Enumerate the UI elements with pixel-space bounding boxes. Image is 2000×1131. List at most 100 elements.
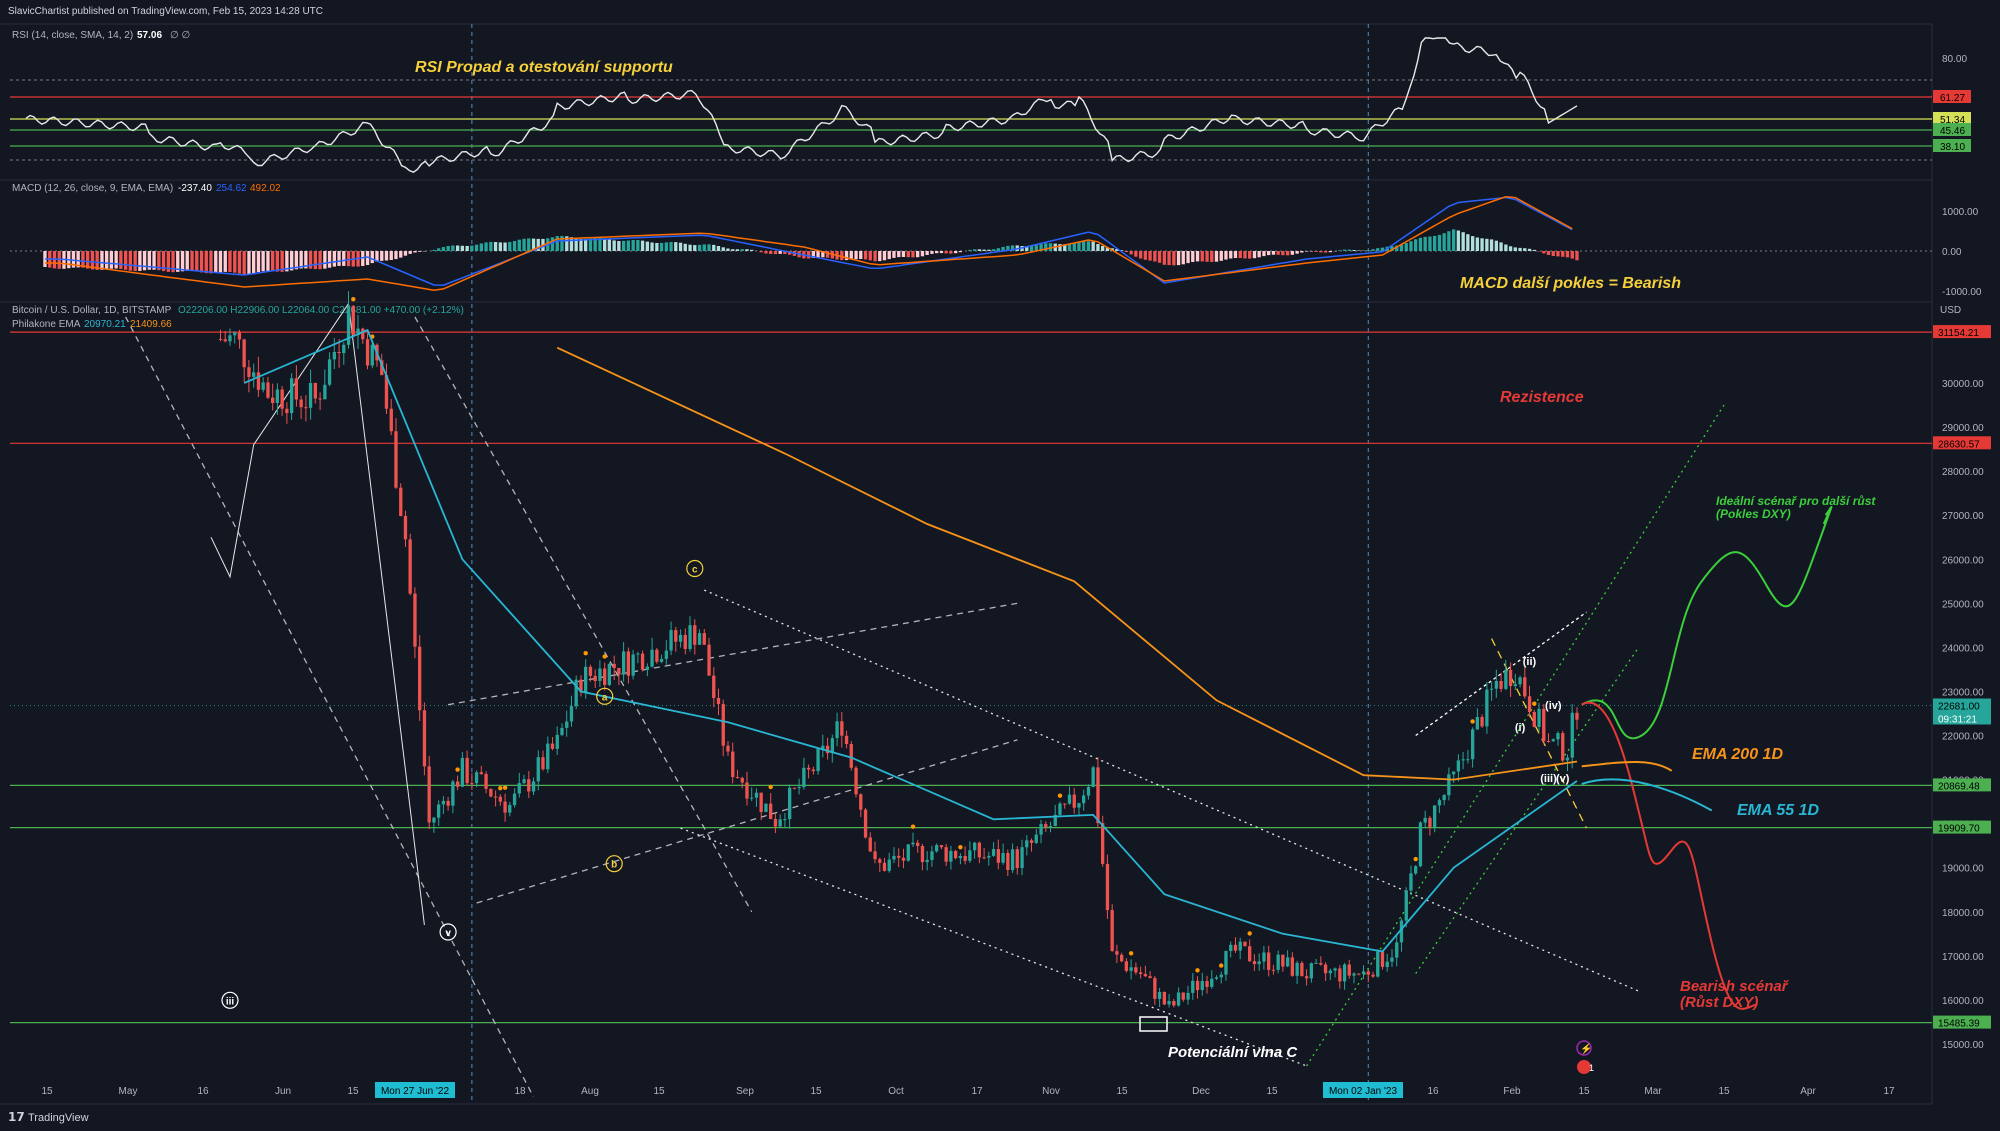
- macd-histogram-bar: [750, 249, 754, 251]
- macd-histogram-bar: [1096, 244, 1100, 251]
- macd-histogram-bar: [1489, 239, 1494, 251]
- candle-body: [460, 757, 465, 787]
- macd-histogram-bar: [403, 251, 408, 256]
- bearish-scenario-line1: Bearish scénař: [1680, 978, 1790, 995]
- macd-histogram-bar: [882, 251, 887, 261]
- flag-event-icon[interactable]: [1577, 1060, 1591, 1074]
- macd-histogram-bar: [1162, 251, 1167, 265]
- candle-body: [275, 389, 280, 403]
- candle-body: [1219, 974, 1223, 978]
- signal-dot: [958, 845, 963, 850]
- macd-histogram-bar: [944, 251, 948, 254]
- ema55-projection: [1581, 778, 1713, 812]
- macd-histogram-bar: [764, 251, 768, 254]
- candle-body: [697, 633, 702, 645]
- candle-body: [1281, 954, 1285, 967]
- wave-label-circle: [439, 923, 457, 941]
- candle-body: [655, 649, 659, 662]
- candle-body: [1314, 962, 1318, 964]
- macd-histogram-bar: [76, 251, 80, 268]
- macd-histogram-bar: [299, 251, 303, 269]
- candle-body: [1475, 717, 1480, 730]
- time-tick: Sep: [736, 1086, 754, 1097]
- candle-body: [840, 721, 844, 736]
- candle-body: [527, 779, 531, 792]
- candle-body: [1437, 800, 1442, 806]
- lightning-icon[interactable]: [1576, 1040, 1592, 1056]
- candle-body: [991, 849, 996, 856]
- time-tick: Dec: [1192, 1086, 1210, 1097]
- macd-histogram-bar: [133, 251, 137, 272]
- macd-histogram-bar: [95, 251, 99, 270]
- wave-label-circle: [605, 855, 623, 873]
- candle-body: [678, 634, 683, 642]
- macd-histogram-bar: [1323, 251, 1328, 253]
- candle-body: [816, 748, 820, 772]
- macd-histogram-bar: [1257, 251, 1261, 258]
- macd-histogram-bar: [508, 242, 512, 251]
- candle-body: [1115, 951, 1119, 955]
- macd-histogram-bar: [1248, 251, 1252, 259]
- macd-histogram-bar: [195, 251, 199, 272]
- macd-histogram-bar: [318, 251, 322, 270]
- macd-histogram-bar: [1428, 236, 1432, 251]
- price-tick: 15000.00: [1942, 1040, 1984, 1051]
- macd-histogram-bar: [1395, 245, 1399, 251]
- candle-body: [218, 338, 223, 340]
- time-tick: Mon 27 Jun '22: [381, 1086, 450, 1097]
- wave-label: v: [445, 928, 451, 939]
- macd-histogram-bar: [640, 240, 645, 251]
- ema-legend: Philakone EMA: [12, 319, 81, 330]
- macd-histogram-bar: [854, 251, 858, 260]
- macd-histogram-bar: [1480, 238, 1484, 251]
- macd-histogram-bar: [664, 242, 669, 251]
- macd-histogram-bar: [1124, 251, 1129, 253]
- macd-histogram-bar: [489, 241, 493, 251]
- macd-histogram-bar: [370, 251, 374, 264]
- candle-body: [1129, 967, 1133, 971]
- candle-body: [849, 744, 853, 768]
- macd-histogram-bar: [1072, 243, 1076, 251]
- footer-brand: TradingView: [28, 1112, 89, 1124]
- candle-body: [830, 738, 835, 754]
- candle-body: [854, 767, 858, 795]
- candle-body: [863, 809, 868, 838]
- macd-histogram-bar: [702, 244, 706, 251]
- candle-body: [365, 339, 370, 366]
- candle-body: [783, 819, 787, 821]
- macd-histogram-bar: [1181, 251, 1185, 265]
- macd-histogram-bar: [380, 251, 384, 261]
- candle-body: [1238, 941, 1242, 951]
- candle-body: [1262, 952, 1266, 962]
- candle-body: [1461, 759, 1465, 761]
- macd-histogram-bar: [1342, 249, 1347, 251]
- candle-body: [1570, 712, 1574, 758]
- candle-body: [1442, 795, 1446, 801]
- rsi-level-label: 45.46: [1940, 126, 1965, 137]
- event-badges[interactable]: ⚡ 1: [1576, 1040, 1594, 1074]
- candle-body: [1546, 741, 1551, 742]
- candle-body: [930, 851, 934, 860]
- wave-label: b: [611, 860, 617, 871]
- ema200-line: [556, 346, 1578, 781]
- candle-body: [735, 777, 740, 778]
- candle-body: [1214, 977, 1219, 979]
- candle-body: [384, 375, 389, 409]
- candle-body: [1333, 968, 1337, 971]
- candle-body: [569, 706, 574, 722]
- candle-body: [1233, 944, 1238, 951]
- candle-body: [389, 408, 393, 432]
- candle-body: [456, 781, 460, 787]
- time-tick: Oct: [888, 1086, 904, 1097]
- macd-histogram-bar: [1319, 251, 1323, 253]
- candle-body: [536, 757, 540, 782]
- rsi-level-label: 38.10: [1940, 142, 1965, 153]
- macd-histogram-bar: [86, 251, 90, 269]
- macd-histogram-bar: [996, 248, 1001, 251]
- macd-histogram-bar: [1176, 251, 1181, 266]
- time-axis[interactable]: 15 May 16 Jun 15 Mon 27 Jun '22 18 Aug 15 Sep 15 Oc…: [41, 1082, 1895, 1098]
- macd-histogram-bar: [1300, 251, 1304, 253]
- macd-histogram-bar: [176, 251, 180, 272]
- macd-histogram-bar: [1290, 251, 1295, 255]
